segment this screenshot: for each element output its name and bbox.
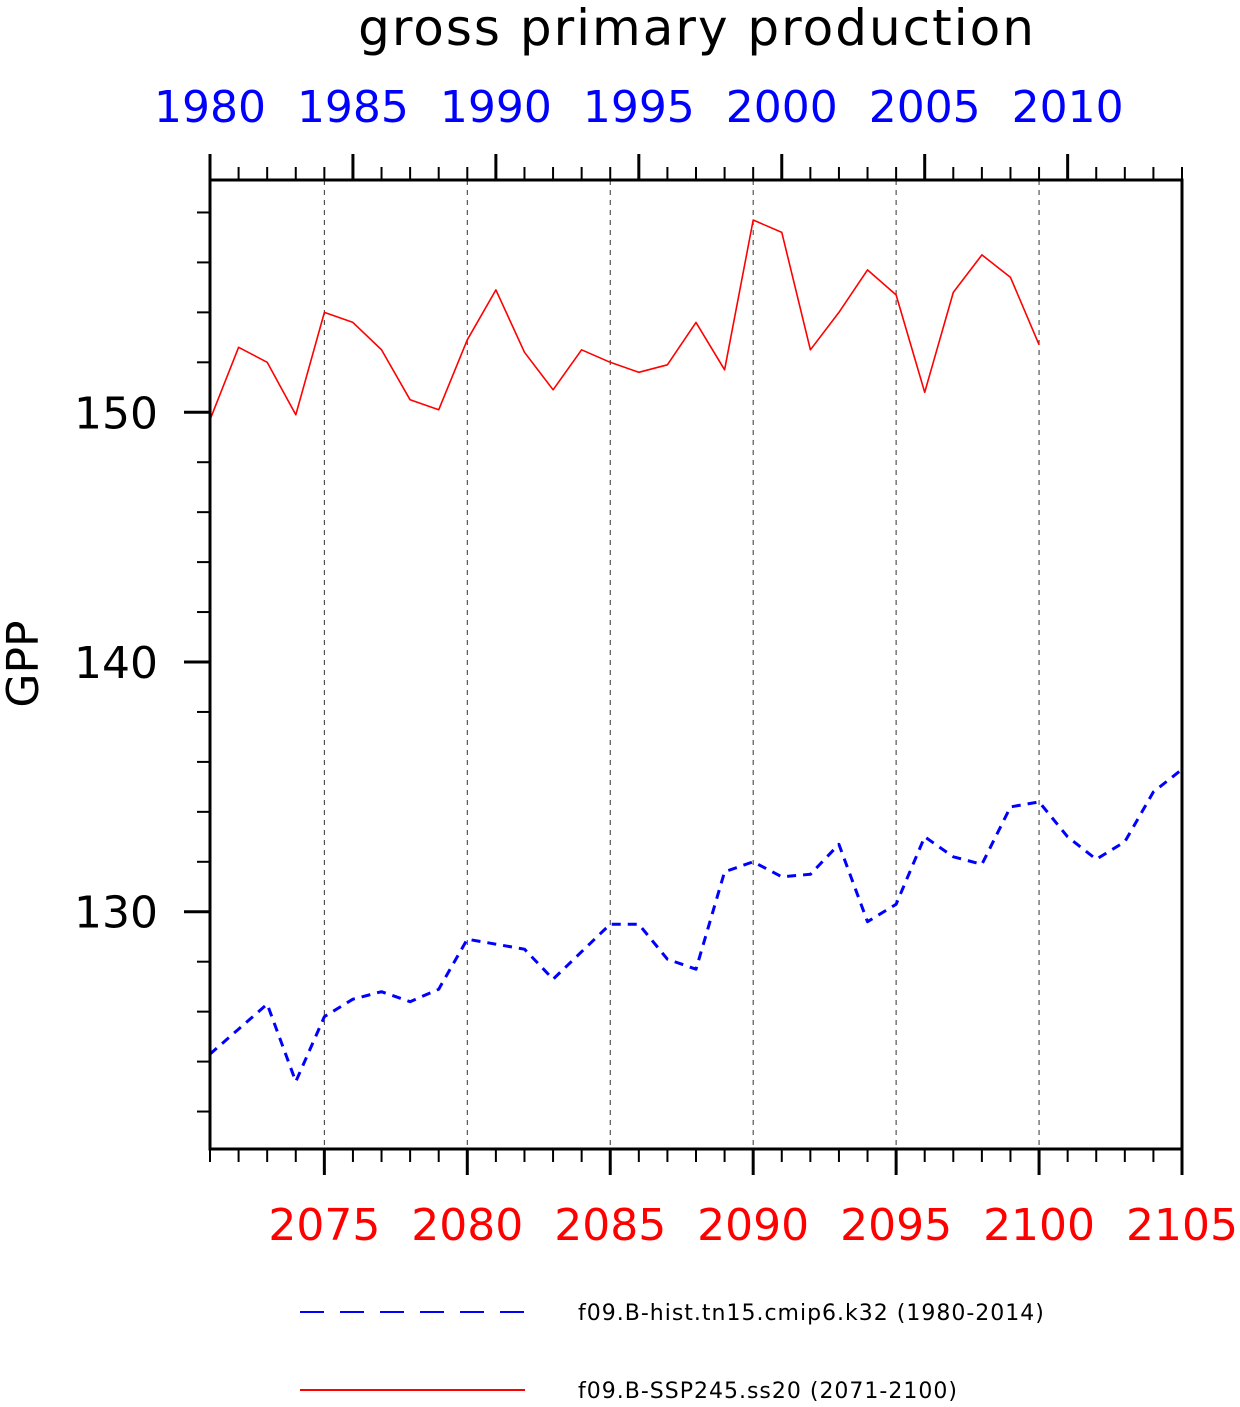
- legend-label-hist: f09.B-hist.tn15.cmip6.k32 (1980-2014): [578, 1301, 1045, 1326]
- top-tick-label: 1990: [440, 82, 552, 133]
- top-tick-label: 1985: [297, 82, 409, 133]
- top-axis: 1980 1985 1990 1995 2000 2005 2010: [154, 82, 1183, 180]
- series-line-ssp: [209, 219, 1040, 421]
- y-tick-label: 150: [74, 388, 158, 439]
- top-tick-label: 2010: [1012, 82, 1124, 133]
- legend-label-ssp: f09.B-SSP245.ss20 (2071-2100): [578, 1379, 958, 1404]
- y-axis-label: GPP: [0, 620, 49, 707]
- bottom-tick-label: 2095: [840, 1200, 952, 1251]
- top-tick-label: 2000: [726, 82, 838, 133]
- bottom-tick-label: 2105: [1126, 1200, 1238, 1251]
- series-line-hist: [209, 768, 1183, 1084]
- bottom-axis: 2075 2080 2085 2090 2095 2100 2105: [209, 1149, 1238, 1251]
- vertical-gridlines: [323, 180, 1040, 1149]
- legend: f09.B-hist.tn15.cmip6.k32 (1980-2014) f0…: [300, 1301, 1045, 1404]
- y-tick-label: 140: [74, 638, 158, 689]
- series-layer: [209, 219, 1183, 1084]
- top-tick-label: 1995: [583, 82, 695, 133]
- top-tick-label: 1980: [154, 82, 266, 133]
- plot-frame: [208, 178, 1184, 1151]
- bottom-tick-label: 2075: [268, 1200, 380, 1251]
- y-axis: 130 140 150: [74, 211, 210, 1113]
- chart-title: gross primary production: [358, 0, 1036, 57]
- bottom-tick-label: 2080: [411, 1200, 523, 1251]
- bottom-tick-label: 2090: [697, 1200, 809, 1251]
- top-tick-label: 2005: [869, 82, 981, 133]
- bottom-tick-label: 2085: [554, 1200, 666, 1251]
- bottom-tick-label: 2100: [983, 1200, 1095, 1251]
- y-tick-label: 130: [74, 888, 158, 939]
